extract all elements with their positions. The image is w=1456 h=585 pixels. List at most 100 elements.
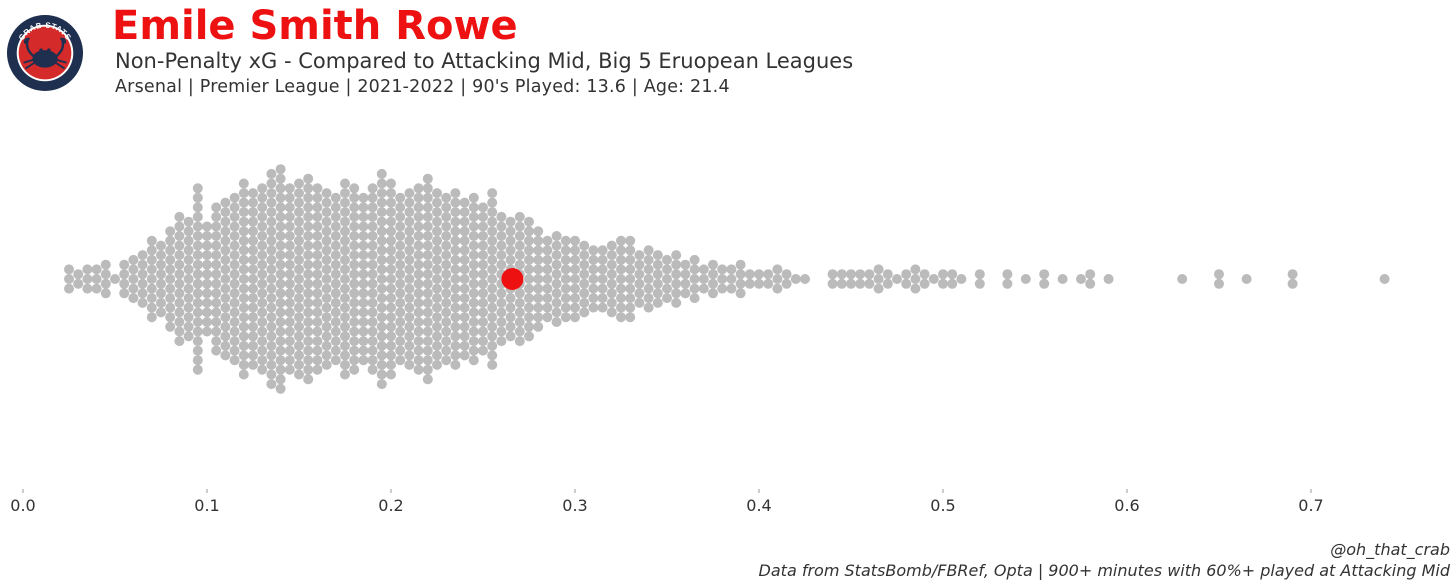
data-point [330,336,341,347]
data-point [496,297,507,308]
data-point [229,231,240,241]
data-point [137,269,148,280]
data-point [441,240,452,251]
data-point [156,278,166,289]
data-point [459,197,470,208]
data-point [846,269,856,280]
data-point [358,307,369,318]
data-point [183,254,194,265]
data-point [349,221,360,232]
data-point [1241,274,1252,284]
data-point [404,264,415,275]
data-point [275,355,286,366]
data-point [340,312,350,323]
chart-subtitle: Non-Penalty xG - Compared to Attacking M… [115,49,854,73]
data-point [514,297,525,308]
data-point [183,312,194,323]
data-point [229,202,240,213]
data-point [956,274,967,284]
data-point [312,364,323,375]
data-point [432,226,442,237]
data-point [422,211,433,222]
data-point [542,274,553,284]
data-point [349,211,360,222]
data-point [321,350,332,361]
data-point [367,231,378,241]
data-point [735,278,746,289]
data-point [570,302,580,313]
data-point [211,259,222,270]
data-point [220,321,231,332]
data-point [312,259,323,270]
data-point [238,340,249,351]
data-point [165,245,176,256]
data-point [294,207,304,218]
data-point [708,288,718,299]
data-point [238,216,249,227]
data-point [238,264,249,275]
data-point [257,317,268,327]
data-point [441,307,452,318]
data-point [882,278,893,289]
data-point [533,321,544,332]
data-point [284,250,295,261]
data-point [395,317,406,327]
data-point [524,293,534,304]
data-point [257,297,268,308]
data-point [395,297,406,308]
data-point [202,221,212,232]
data-point [404,350,415,361]
data-point [330,202,341,213]
data-point [192,211,203,222]
data-point [634,278,645,289]
data-point [119,278,130,289]
data-point [202,250,212,261]
data-point [643,274,654,284]
data-point [395,231,406,241]
data-point [450,226,461,237]
data-point [542,254,553,265]
data-point [459,226,470,237]
data-point [432,331,442,342]
data-point [459,340,470,351]
data-point [330,259,341,270]
data-point [441,221,452,232]
data-point [643,245,654,256]
data-point [395,240,406,251]
data-point [211,278,222,289]
data-point [312,345,323,356]
data-point [570,254,580,265]
data-point [367,259,378,270]
data-point [330,192,341,203]
data-point [441,288,452,299]
data-point [616,283,626,294]
data-point [358,231,369,241]
data-point [321,293,332,304]
data-point [579,288,590,299]
data-point [404,302,415,313]
data-point [376,245,387,256]
data-point [330,297,341,308]
data-point [275,250,286,261]
data-point [294,197,304,208]
data-point [625,254,636,265]
data-point [1287,278,1298,289]
data-point [202,297,212,308]
data-point [211,250,222,261]
data-point [82,264,93,275]
data-point [1085,278,1096,289]
data-point [349,192,360,203]
data-point [413,221,424,232]
data-point [128,254,139,265]
data-point [404,283,415,294]
data-point [395,336,406,347]
data-point [183,235,194,246]
data-point [404,274,415,284]
data-point [146,312,157,323]
data-point [174,307,185,318]
data-point [386,321,396,332]
data-point [422,278,433,289]
data-point [432,302,442,313]
data-point [91,264,102,275]
data-point [524,274,534,284]
